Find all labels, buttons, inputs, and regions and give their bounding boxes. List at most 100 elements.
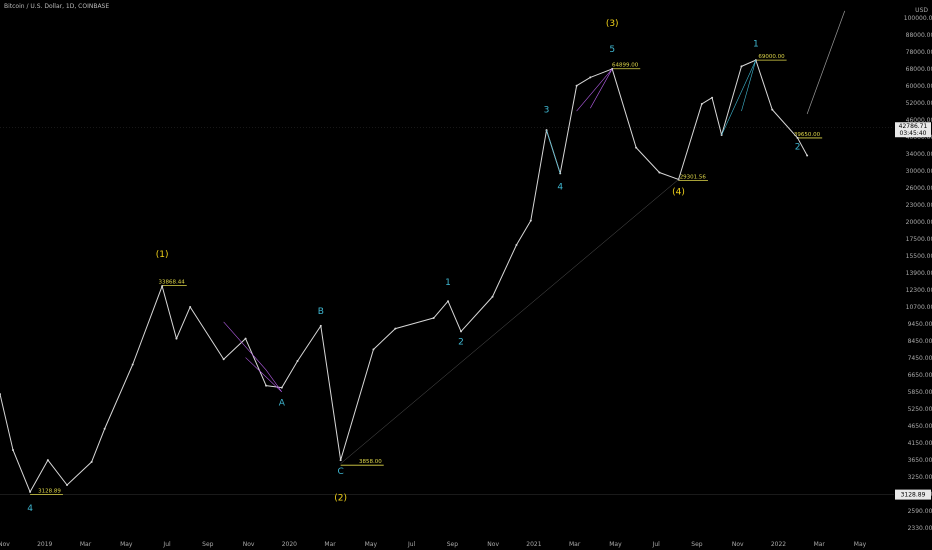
- price-point: [46, 459, 49, 462]
- price-point: [66, 484, 69, 487]
- level-label: 3858.00: [359, 459, 382, 465]
- price-levels: 33868.44 3128.89 3858.00 64899.00 29301.56 69…: [30, 54, 823, 496]
- price-tick-label: 100000.00: [904, 15, 932, 22]
- time-tick-label: Mar: [569, 541, 581, 548]
- time-tick-label: Nov: [732, 541, 744, 548]
- price-tick-label: 20000.00: [906, 219, 932, 226]
- price-tick-label: 88000.00: [906, 32, 932, 39]
- wave-label: A: [279, 399, 286, 409]
- price-axis-currency: USD: [915, 7, 928, 14]
- price-point: [394, 327, 397, 330]
- price-point: [589, 76, 592, 79]
- price-tick-label: 2590.00: [908, 508, 932, 515]
- price-point: [806, 154, 809, 157]
- price-tick-label: 26000.00: [906, 185, 932, 192]
- blue-channel: [721, 59, 757, 136]
- projection-arrow: [806, 10, 846, 115]
- wave-channels: [223, 59, 757, 393]
- time-tick-label: May: [854, 541, 867, 548]
- time-tick-label: Nov: [0, 541, 10, 548]
- price-point: [29, 490, 32, 493]
- price-point: [372, 348, 375, 351]
- time-tick-label: May: [120, 541, 133, 548]
- wave-label: 2: [458, 338, 464, 348]
- countdown-value: 03:45:40: [900, 130, 927, 137]
- price-point: [658, 171, 661, 174]
- purple-channel-top: [576, 68, 613, 112]
- price-tick-label: 8450.00: [908, 338, 932, 345]
- wave-label: 4: [557, 182, 563, 192]
- price-tick-label: 4650.00: [908, 423, 932, 430]
- price-point: [131, 363, 134, 366]
- price-point: [711, 96, 714, 99]
- wave-labels: (1) (2) (3) (4) 4 A B C 1 2 3 4 5 1 2: [27, 19, 800, 514]
- marker-price-tag: [895, 489, 931, 500]
- time-tick-label: Mar: [814, 541, 826, 548]
- time-tick-label: Jul: [407, 541, 416, 548]
- symbol-legend[interactable]: Bitcoin / U.S. Dollar, 1D, COINBASE: [4, 3, 110, 10]
- time-tick-label: 2021: [526, 541, 541, 548]
- wave-label: C: [337, 467, 343, 477]
- wave-label: 1: [445, 278, 451, 288]
- wave-label: (1): [156, 250, 169, 260]
- price-point: [740, 65, 743, 68]
- price-tick-label: 40000.00: [906, 134, 932, 141]
- price-tick-label: 68000.00: [906, 66, 932, 73]
- price-tick-label: 3250.00: [908, 474, 932, 481]
- time-tick-label: Mar: [324, 541, 336, 548]
- current-price-tag: [895, 122, 931, 138]
- price-point: [771, 108, 774, 111]
- price-tick-label: 2330.00: [908, 525, 932, 532]
- price-point: [491, 295, 494, 298]
- time-tick-label: 2022: [771, 541, 786, 548]
- time-tick-label: Sep: [202, 541, 214, 548]
- price-tick-label: 7450.00: [908, 355, 932, 362]
- price-point: [635, 146, 638, 149]
- price-point: [529, 219, 532, 222]
- price-point: [296, 359, 299, 362]
- wave-label: 3: [544, 106, 550, 116]
- grid: [0, 126, 894, 495]
- price-tick-label: 6650.00: [908, 372, 932, 379]
- price-tick-label: 30000.00: [906, 168, 932, 175]
- price-point: [189, 305, 192, 308]
- price-point: [319, 324, 322, 327]
- time-tick-label: Nov: [487, 541, 499, 548]
- level-label: 33868.44: [158, 279, 185, 285]
- marker-price-value: 3128.89: [901, 492, 926, 499]
- price-point: [515, 243, 518, 246]
- time-tick-label: 2019: [37, 541, 52, 548]
- price-point: [161, 285, 164, 288]
- wave-label: (2): [334, 494, 347, 504]
- level-label: 29301.56: [680, 174, 707, 180]
- price-tick-label: 12300.00: [906, 287, 932, 294]
- price-point: [175, 337, 178, 340]
- price-tick-label: 78000.00: [906, 49, 932, 56]
- time-tick-label: May: [609, 541, 622, 548]
- price-tick-label: 4150.00: [908, 440, 932, 447]
- price-tick-label: 15500.00: [906, 253, 932, 260]
- current-price-value: 42786.71: [899, 123, 928, 130]
- time-axis[interactable]: Nov 2019 Mar May Jul Sep Nov 2020 Mar May Jul Sep No…: [0, 541, 867, 548]
- wave-label: B: [318, 307, 324, 317]
- price-tick-label: 5850.00: [908, 389, 932, 396]
- time-tick-label: 2020: [282, 541, 297, 548]
- wave-label: 4: [27, 504, 33, 514]
- price-point: [460, 330, 463, 333]
- price-point: [339, 459, 342, 462]
- time-tick-label: Jul: [652, 541, 661, 548]
- level-label: 39650.00: [794, 132, 821, 138]
- price-tick-label: 5250.00: [908, 406, 932, 413]
- price-point: [432, 317, 435, 320]
- wave-label: (3): [606, 19, 619, 29]
- price-point: [447, 300, 450, 303]
- trendline: [340, 179, 679, 464]
- level-label: 69000.00: [758, 54, 785, 60]
- time-tick-label: Sep: [691, 541, 703, 548]
- price-point: [265, 384, 268, 387]
- price-tick-label: 17500.00: [906, 236, 932, 243]
- price-tick-label: 3650.00: [908, 457, 932, 464]
- price-tick-label: 9450.00: [908, 321, 932, 328]
